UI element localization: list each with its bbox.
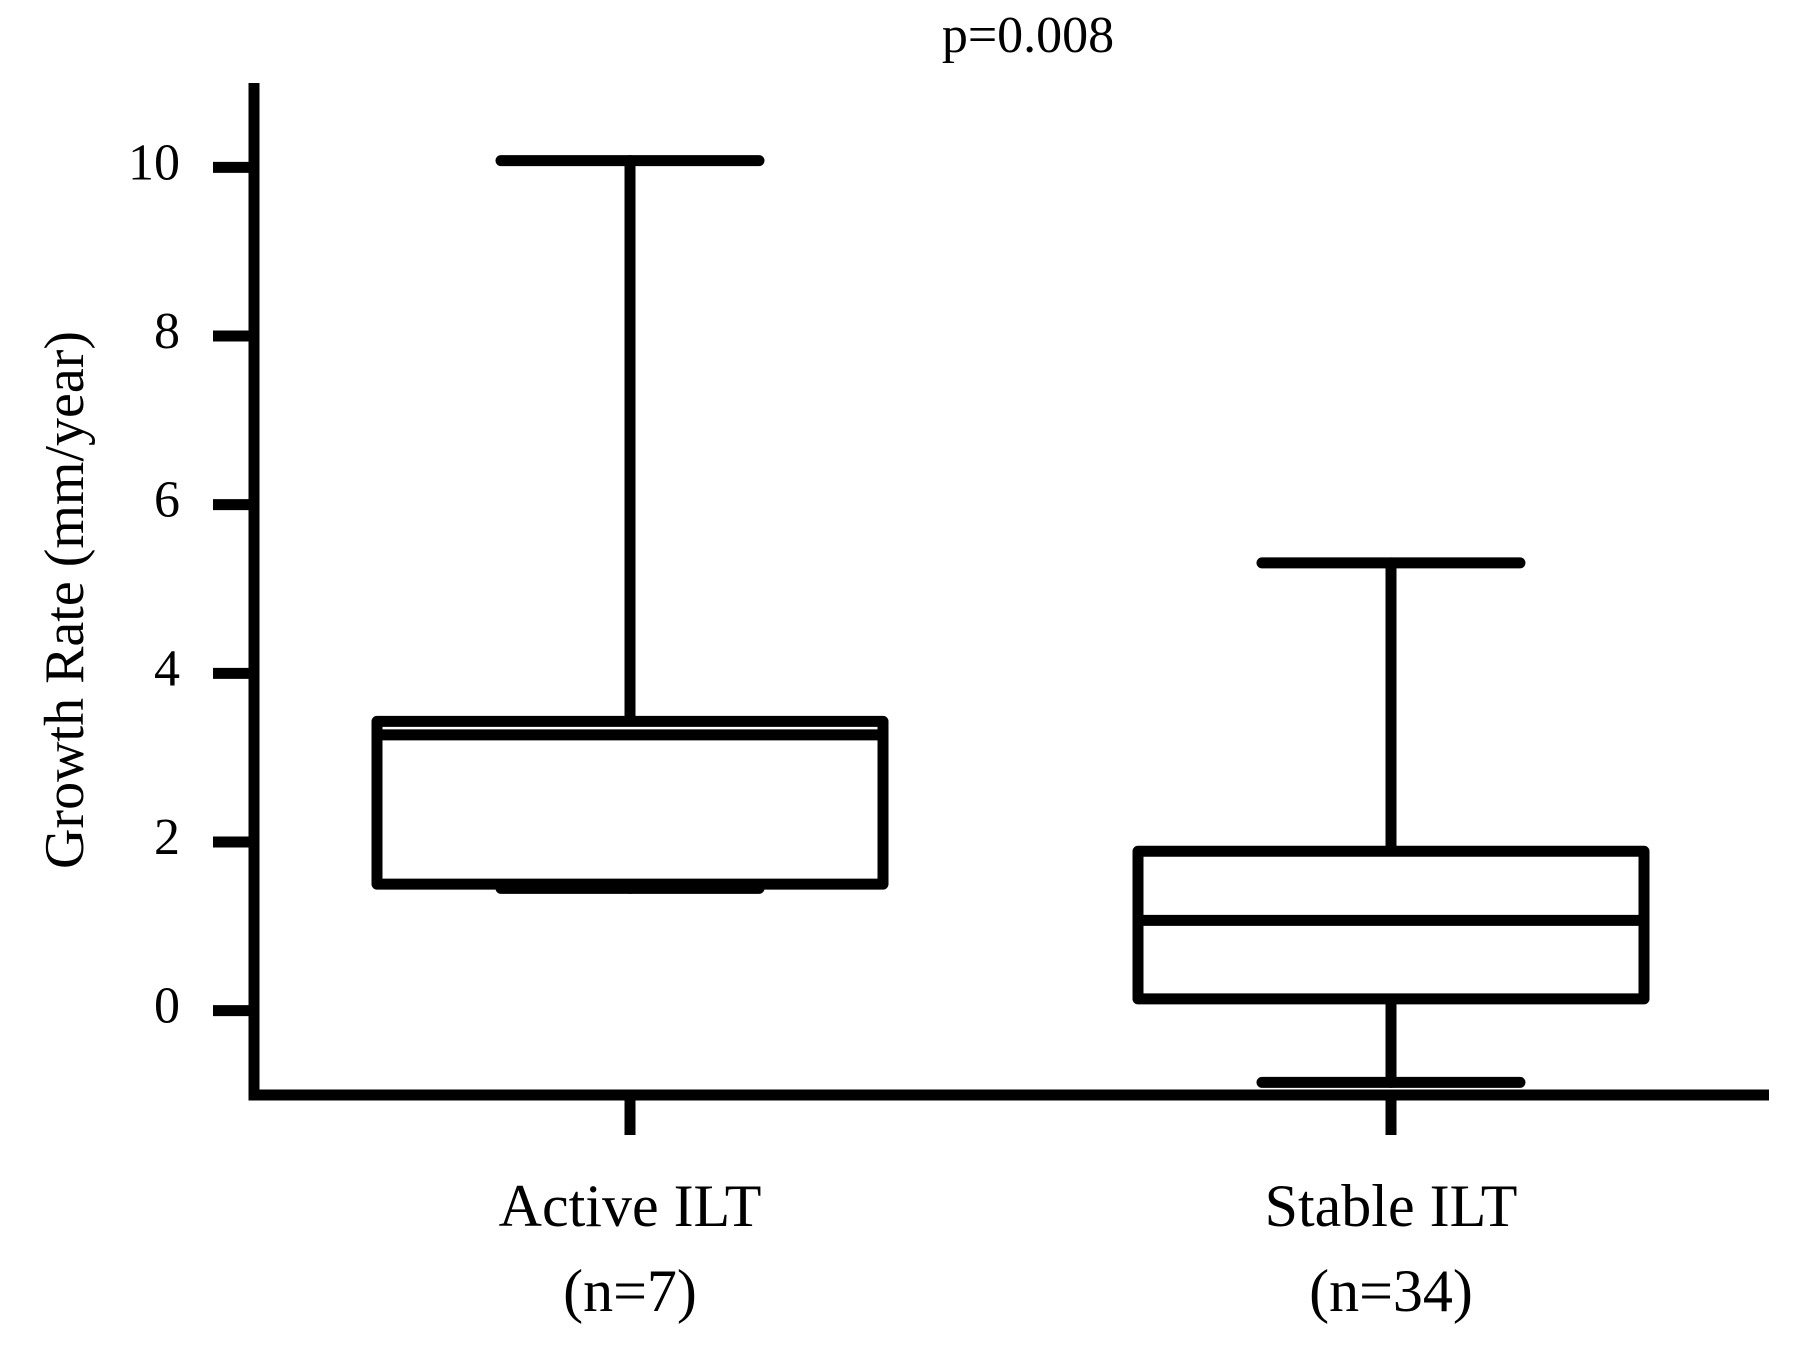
x-tick-label: Active ILT	[499, 1173, 762, 1239]
x-tick-label: Stable ILT	[1265, 1173, 1518, 1239]
y-tick-label: 10	[128, 134, 180, 191]
y-tick-label: 0	[154, 978, 180, 1035]
y-axis-label: Growth Rate (mm/year)	[34, 331, 96, 869]
x-tick-note: (n=34)	[1309, 1258, 1473, 1324]
x-tick-note: (n=7)	[563, 1258, 697, 1324]
y-tick-label: 6	[154, 472, 180, 529]
box	[371, 715, 889, 890]
y-tick-label: 4	[154, 640, 180, 697]
chart-title: p=0.008	[942, 7, 1114, 64]
y-tick-label: 8	[154, 303, 180, 360]
y-tick-label: 2	[154, 809, 180, 866]
